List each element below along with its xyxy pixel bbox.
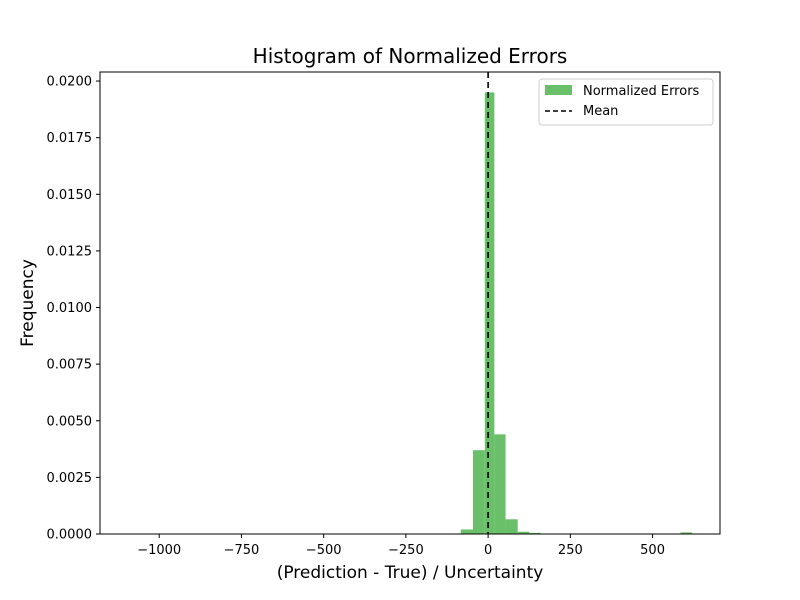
y-tick-label: 0.0025 bbox=[47, 471, 93, 486]
y-tick-label: 0.0050 bbox=[47, 414, 93, 429]
histogram-bar bbox=[517, 531, 530, 534]
y-ticks: 0.0000 0.0025 0.0050 0.0075 0.0100 0.0125 0.01… bbox=[47, 75, 100, 543]
histogram-bar bbox=[472, 450, 485, 534]
x-tick-label: −500 bbox=[306, 543, 342, 558]
y-axis-label: Frequency bbox=[18, 259, 38, 347]
y-tick-label: 0.0150 bbox=[47, 188, 93, 203]
y-tick-label: 0.0100 bbox=[47, 301, 93, 316]
y-tick-label: 0.0200 bbox=[47, 75, 93, 90]
x-axis-label: (Prediction - True) / Uncertainty bbox=[277, 563, 544, 583]
x-tick-label: 250 bbox=[558, 543, 583, 558]
x-tick-label: −1000 bbox=[137, 543, 181, 558]
axes-frame bbox=[99, 71, 721, 535]
legend-label-mean: Mean bbox=[583, 104, 618, 119]
histogram-bar bbox=[494, 434, 506, 534]
chart-title: Histogram of Normalized Errors bbox=[253, 44, 568, 68]
legend-label-normalized-errors: Normalized Errors bbox=[583, 84, 700, 99]
x-tick-label: 0 bbox=[484, 543, 492, 558]
histogram-bar bbox=[680, 532, 693, 534]
y-tick-label: 0.0125 bbox=[47, 244, 93, 259]
legend: Normalized Errors Mean bbox=[538, 78, 714, 126]
plot-area bbox=[460, 72, 693, 534]
histogram-bar bbox=[460, 529, 473, 534]
x-tick-label: −250 bbox=[388, 543, 424, 558]
y-tick-label: 0.0075 bbox=[47, 358, 93, 373]
x-ticks: −1000 −750 −500 −250 0 250 500 bbox=[137, 534, 665, 558]
histogram-bar bbox=[529, 532, 541, 534]
y-tick-label: 0.0000 bbox=[47, 528, 93, 543]
x-tick-label: −750 bbox=[224, 543, 260, 558]
y-tick-label: 0.0175 bbox=[47, 131, 93, 146]
legend-swatch-normalized-errors bbox=[545, 85, 572, 95]
histogram-bar bbox=[484, 92, 495, 534]
x-tick-label: 500 bbox=[640, 543, 665, 558]
legend-box bbox=[538, 78, 714, 126]
histogram-bar bbox=[505, 519, 518, 534]
